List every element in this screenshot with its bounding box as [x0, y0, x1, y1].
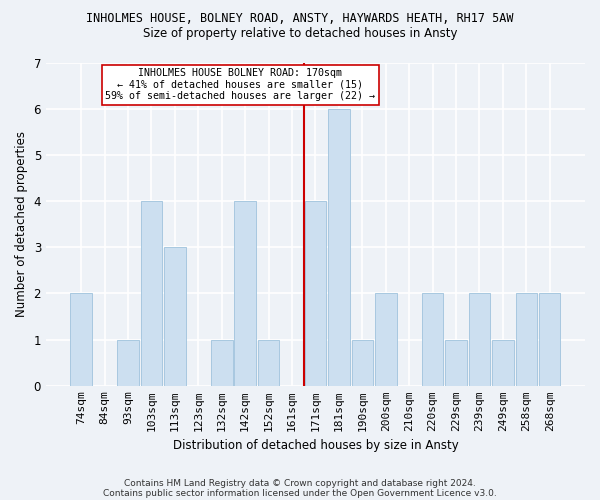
- Bar: [352, 340, 373, 386]
- Bar: [328, 108, 350, 386]
- Bar: [539, 294, 560, 386]
- Y-axis label: Number of detached properties: Number of detached properties: [15, 131, 28, 317]
- Bar: [469, 294, 490, 386]
- Bar: [515, 294, 537, 386]
- Bar: [164, 247, 185, 386]
- Text: INHOLMES HOUSE, BOLNEY ROAD, ANSTY, HAYWARDS HEATH, RH17 5AW: INHOLMES HOUSE, BOLNEY ROAD, ANSTY, HAYW…: [86, 12, 514, 26]
- Bar: [305, 201, 326, 386]
- Bar: [235, 201, 256, 386]
- Text: Contains public sector information licensed under the Open Government Licence v3: Contains public sector information licen…: [103, 488, 497, 498]
- Text: Contains HM Land Registry data © Crown copyright and database right 2024.: Contains HM Land Registry data © Crown c…: [124, 478, 476, 488]
- Bar: [140, 201, 162, 386]
- Text: Size of property relative to detached houses in Ansty: Size of property relative to detached ho…: [143, 28, 457, 40]
- Bar: [375, 294, 397, 386]
- Bar: [70, 294, 92, 386]
- Text: INHOLMES HOUSE BOLNEY ROAD: 170sqm
← 41% of detached houses are smaller (15)
59%: INHOLMES HOUSE BOLNEY ROAD: 170sqm ← 41%…: [106, 68, 376, 101]
- Bar: [258, 340, 280, 386]
- Bar: [211, 340, 233, 386]
- Bar: [117, 340, 139, 386]
- Bar: [492, 340, 514, 386]
- Bar: [445, 340, 467, 386]
- Bar: [422, 294, 443, 386]
- X-axis label: Distribution of detached houses by size in Ansty: Distribution of detached houses by size …: [173, 440, 458, 452]
